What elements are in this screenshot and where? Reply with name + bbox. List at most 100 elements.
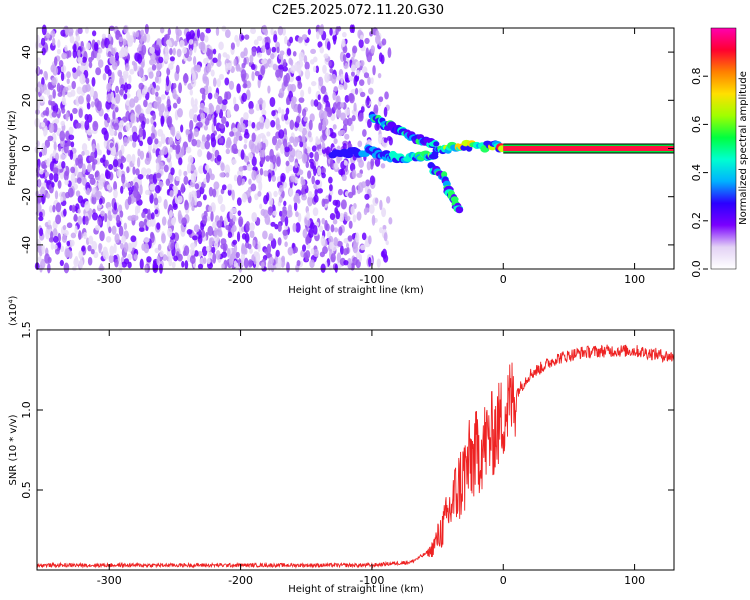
noise-point [383,137,388,143]
noise-point [51,37,56,47]
noise-point [233,260,238,268]
noise-point [353,75,358,87]
noise-point [331,27,337,36]
noise-point [276,156,281,167]
noise-point [180,124,184,133]
noise-point [204,35,209,43]
noise-point [290,83,297,93]
noise-point [340,73,344,84]
noise-point [249,222,255,232]
noise-point [295,115,301,124]
noise-point [202,257,207,264]
noise-point [278,184,284,193]
noise-point [188,108,195,120]
noise-point [57,144,62,152]
noise-point [302,228,308,239]
noise-point [233,96,237,106]
noise-point [220,203,226,213]
noise-point [388,217,393,225]
noise-point [87,256,93,266]
noise-point [86,102,91,110]
noise-point [91,30,97,37]
noise-point [320,235,326,247]
noise-point [264,118,271,130]
noise-point [212,57,218,64]
noise-point [52,167,59,174]
noise-point [125,122,131,132]
noise-point [295,75,302,81]
noise-point [188,191,193,203]
noise-point [86,129,93,136]
y-tick-label: -40 [20,236,33,254]
noise-point [259,149,265,158]
noise-point [118,131,123,140]
noise-point [377,72,382,79]
noise-point [91,195,97,205]
spectrogram-y-label: Frequency (Hz) [7,110,18,186]
noise-point [204,164,210,171]
noise-point [336,108,342,119]
noise-point [117,69,123,77]
noise-point [277,107,282,114]
noise-point [152,113,156,121]
noise-point [191,138,198,147]
colorbar-tick-label: 0.8 [690,67,703,85]
noise-point [70,239,75,247]
noise-point [132,131,138,143]
noise-point [208,186,214,197]
noise-point [57,39,61,49]
noise-point [130,235,137,243]
noise-point [121,173,126,184]
noise-point [46,193,51,199]
noise-point [298,97,305,104]
noise-point [143,236,150,243]
noise-point [193,250,199,257]
noise-point [44,253,50,264]
noise-point [248,108,255,115]
noise-point [146,256,152,263]
noise-point [75,35,81,42]
noise-point [316,31,320,40]
noise-point [82,177,87,186]
noise-point [295,222,301,233]
noise-point [310,48,317,55]
noise-point [72,67,77,73]
noise-point [307,195,313,207]
snr-x-label: Height of straight line (km) [288,584,424,595]
noise-point [321,217,326,225]
noise-point [344,133,350,140]
noise-point [69,149,74,160]
noise-point [352,169,357,179]
noise-point [367,76,371,86]
noise-point [136,104,142,115]
noise-point [174,40,178,47]
colorbar-tick-label: 0.4 [690,164,703,182]
noise-point [333,138,338,145]
noise-point [311,175,315,185]
noise-point [120,162,124,170]
noise-point [168,62,174,70]
noise-point [120,185,124,194]
noise-point [363,72,370,79]
colorbar-gradient [710,27,737,270]
noise-point [81,56,87,63]
noise-point [378,96,384,103]
snr-panel: -300 -200 -100 0 100 0.5 1.0 1.5 Height of str… [8,295,675,595]
noise-point [166,98,171,108]
noise-point [52,228,58,237]
noise-point [86,113,93,123]
snr-plot-area [37,330,674,570]
noise-point [337,188,343,196]
noise-point [66,71,71,79]
noise-point [338,226,343,236]
x-tick-label: 0 [500,273,507,286]
noise-point [250,27,257,35]
noise-point [119,120,125,126]
noise-point [179,39,185,48]
noise-point [61,161,66,169]
noise-point [331,73,337,84]
noise-point [99,263,104,270]
noise-point [167,227,173,238]
noise-point [68,126,74,135]
